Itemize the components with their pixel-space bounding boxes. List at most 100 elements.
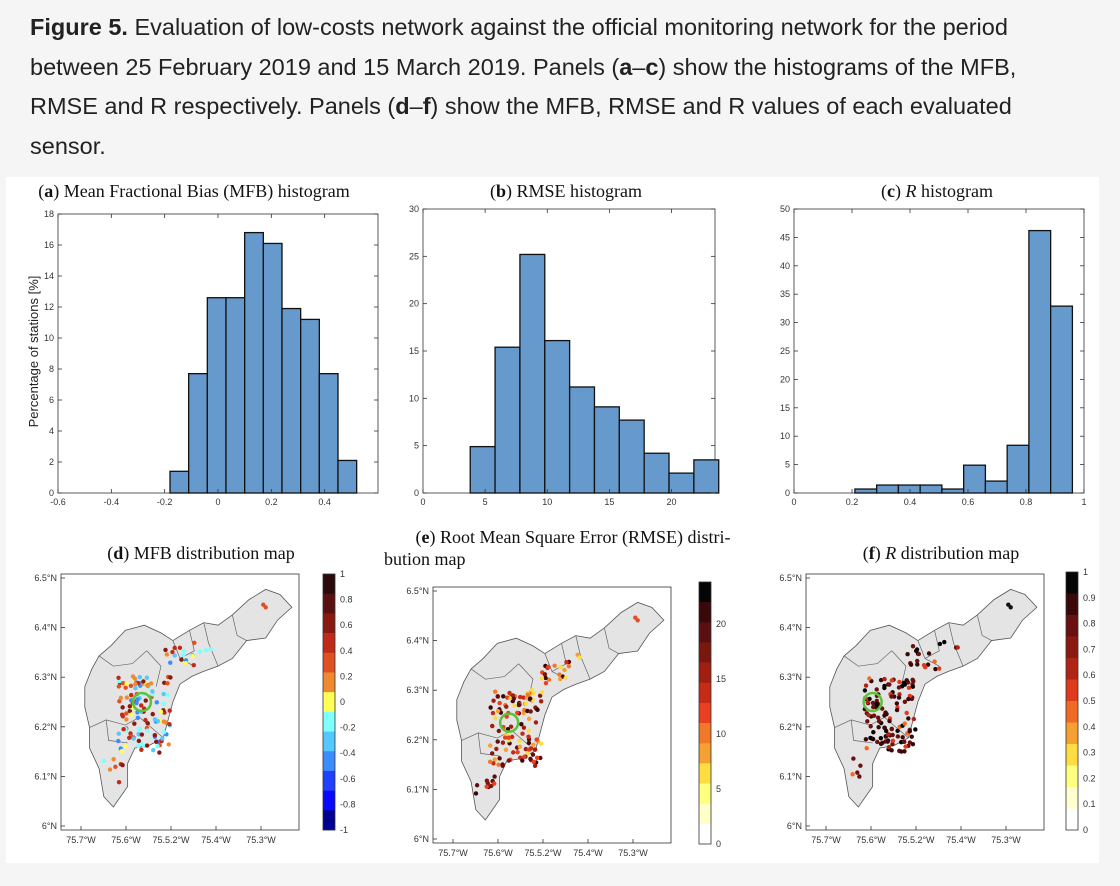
station-marker bbox=[124, 717, 129, 722]
histogram-bar bbox=[593, 406, 620, 494]
lat-label: 6.1°N bbox=[779, 771, 802, 781]
station-marker bbox=[885, 739, 890, 744]
reference-station-circle bbox=[131, 691, 153, 713]
station-marker bbox=[870, 704, 876, 710]
y-tick-label: 4 bbox=[49, 426, 54, 436]
station-marker bbox=[543, 675, 548, 681]
station-marker bbox=[562, 667, 567, 673]
station-marker bbox=[866, 712, 871, 718]
histogram-bar bbox=[1050, 305, 1074, 494]
x-tick-label: -0.2 bbox=[157, 497, 173, 507]
histogram-bar bbox=[941, 488, 965, 494]
station-marker bbox=[857, 774, 862, 779]
colorbar-segment bbox=[323, 711, 335, 732]
lat-label: 6.5°N bbox=[406, 586, 429, 596]
station-marker bbox=[532, 747, 538, 752]
colorbar-label: 1 bbox=[1083, 567, 1088, 577]
station-marker bbox=[148, 681, 154, 686]
station-marker bbox=[123, 685, 128, 690]
station-marker bbox=[121, 726, 126, 732]
station-marker bbox=[910, 684, 916, 689]
histogram-layer: (a) Mean Fractional Bias (MFB) histogram… bbox=[26, 181, 1087, 507]
lat-label: 6.1°N bbox=[406, 784, 429, 794]
station-marker bbox=[160, 736, 165, 741]
colorbar-segment bbox=[1066, 722, 1078, 745]
caption-panel-d: d bbox=[395, 93, 410, 119]
station-marker bbox=[887, 682, 892, 687]
station-marker bbox=[101, 758, 107, 763]
station-marker bbox=[886, 744, 892, 750]
caption-text-3: ) show the MFB, RMSE and R values of eac… bbox=[30, 93, 1012, 159]
district-border bbox=[470, 663, 519, 680]
district-border bbox=[850, 719, 873, 744]
lon-label: 75.6°W bbox=[856, 835, 886, 845]
y-tick-label: 40 bbox=[780, 261, 790, 271]
histogram-title-c: (c) R histogram bbox=[881, 181, 993, 202]
station-marker bbox=[520, 758, 525, 763]
colorbar-segment bbox=[1066, 658, 1078, 680]
station-marker bbox=[525, 708, 530, 714]
colorbar-segment bbox=[1066, 765, 1078, 788]
station-marker bbox=[144, 743, 150, 748]
colorbar-segment bbox=[699, 803, 711, 825]
y-tick-label: 30 bbox=[409, 204, 419, 214]
colorbar-label: 1 bbox=[340, 569, 345, 579]
histogram-bar bbox=[1006, 444, 1030, 494]
station-marker bbox=[1008, 605, 1013, 610]
station-marker bbox=[495, 739, 500, 744]
station-marker bbox=[537, 693, 543, 698]
station-marker bbox=[489, 751, 495, 756]
colorbar-segment bbox=[323, 672, 335, 693]
lon-label: 75.6°W bbox=[483, 848, 513, 858]
station-marker bbox=[878, 735, 884, 741]
y-tick-label: 0 bbox=[414, 488, 419, 498]
colorbar-label: 0 bbox=[1083, 825, 1088, 835]
x-tick-label: 0.2 bbox=[265, 497, 278, 507]
station-marker bbox=[890, 738, 896, 744]
region-shape bbox=[456, 601, 665, 821]
lat-label: 6.4°N bbox=[34, 623, 57, 633]
colorbar-label: -0.8 bbox=[340, 799, 356, 809]
station-marker bbox=[116, 731, 121, 736]
station-marker bbox=[484, 784, 489, 789]
station-marker bbox=[172, 653, 177, 658]
station-marker bbox=[855, 770, 860, 775]
station-marker bbox=[158, 709, 164, 714]
station-marker bbox=[908, 662, 914, 667]
region-shape bbox=[84, 588, 293, 808]
station-marker bbox=[863, 737, 869, 742]
station-marker bbox=[492, 774, 497, 779]
histogram-bar bbox=[618, 419, 645, 494]
histogram-bar bbox=[494, 346, 521, 494]
lon-label: 75.5.2°W bbox=[152, 835, 190, 845]
colorbar-label: 0 bbox=[716, 839, 721, 849]
station-marker bbox=[878, 677, 884, 683]
histogram-bar bbox=[984, 480, 1008, 494]
y-tick-label: 15 bbox=[409, 346, 419, 356]
colorbar-segment bbox=[323, 770, 335, 791]
station-marker bbox=[538, 699, 544, 704]
station-marker bbox=[517, 738, 522, 743]
colorbar-label: 0.2 bbox=[340, 671, 353, 681]
y-tick-label: 5 bbox=[414, 441, 419, 451]
district-border bbox=[146, 650, 162, 687]
y-tick-label: 35 bbox=[780, 289, 790, 299]
y-tick-label: 25 bbox=[780, 346, 790, 356]
map-f: (f) R distribution map 6.5°N 6.4°N 6.3°N 6.2… bbox=[779, 543, 1095, 845]
station-marker bbox=[539, 741, 544, 746]
station-marker bbox=[161, 729, 167, 735]
station-marker bbox=[490, 723, 495, 729]
histogram-bar bbox=[318, 372, 339, 494]
district-border bbox=[843, 650, 892, 667]
lon-label: 75.7°W bbox=[438, 848, 468, 858]
station-marker bbox=[546, 664, 551, 670]
station-marker bbox=[150, 711, 155, 717]
station-marker bbox=[902, 749, 907, 754]
station-marker bbox=[150, 689, 155, 694]
station-marker bbox=[136, 743, 141, 749]
station-marker bbox=[139, 747, 144, 752]
x-tick-label: 5 bbox=[483, 497, 488, 507]
station-marker bbox=[491, 698, 496, 703]
station-marker bbox=[899, 749, 904, 754]
station-marker bbox=[897, 679, 902, 685]
